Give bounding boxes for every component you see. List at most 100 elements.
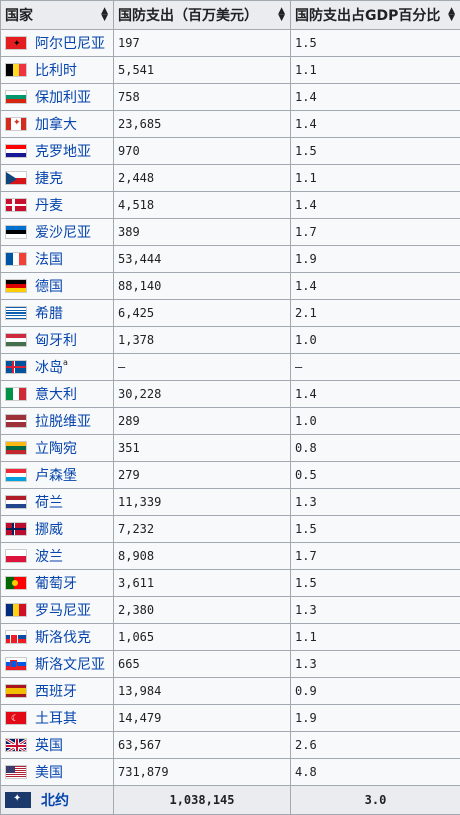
table-row: 拉脱维亚 289 1.0 [1, 408, 460, 435]
flag-romania-icon [5, 603, 27, 617]
gdp-percent: 1.1 [291, 165, 460, 192]
header-country-label: 国家 [5, 8, 33, 24]
gdp-percent: 1.4 [291, 381, 460, 408]
sort-icon[interactable]: ▲▼ [448, 8, 455, 22]
country-cell: 西班牙 [1, 678, 114, 705]
country-link[interactable]: 德国 [35, 279, 63, 295]
country-link[interactable]: 爱沙尼亚 [35, 225, 91, 241]
country-cell: ✦加拿大 [1, 111, 114, 138]
country-cell: 英国 [1, 732, 114, 759]
sort-icon[interactable]: ▲▼ [278, 8, 285, 22]
footnote-marker[interactable]: a [63, 358, 68, 367]
country-link[interactable]: 阿尔巴尼亚 [35, 36, 105, 52]
table-row: 美国 731,879 4.8 [1, 759, 460, 786]
defense-spending: 63,567 [114, 732, 291, 759]
flag-iceland-icon [5, 360, 27, 374]
total-spending: 1,038,145 [114, 786, 291, 815]
flag-latvia-icon [5, 414, 27, 428]
nato-flag-icon [5, 792, 31, 808]
country-link[interactable]: 法国 [35, 252, 63, 268]
flag-france-icon [5, 252, 27, 266]
country-cell: 意大利 [1, 381, 114, 408]
table-row: 丹麦 4,518 1.4 [1, 192, 460, 219]
country-cell: 法国 [1, 246, 114, 273]
defense-spending: 1,065 [114, 624, 291, 651]
header-spending[interactable]: 国防支出（百万美元）▲▼ [114, 1, 291, 30]
table-row: 冰岛a – – [1, 354, 460, 381]
country-cell: 捷克 [1, 165, 114, 192]
country-link[interactable]: 斯洛伐克 [35, 630, 91, 646]
gdp-percent: 0.9 [291, 678, 460, 705]
flag-spain-icon [5, 684, 27, 698]
country-link[interactable]: 葡萄牙 [35, 576, 77, 592]
country-cell: 立陶宛 [1, 435, 114, 462]
country-cell: 匈牙利 [1, 327, 114, 354]
country-link[interactable]: 比利时 [35, 63, 77, 79]
country-link[interactable]: 波兰 [35, 549, 63, 565]
gdp-percent: 1.4 [291, 111, 460, 138]
table-row: ☾土耳其 14,479 1.9 [1, 705, 460, 732]
flag-netherlands-icon [5, 495, 27, 509]
country-link[interactable]: 挪威 [35, 522, 63, 538]
gdp-percent: 1.3 [291, 651, 460, 678]
country-link[interactable]: 拉脱维亚 [35, 414, 91, 430]
table-row: 西班牙 13,984 0.9 [1, 678, 460, 705]
country-link[interactable]: 立陶宛 [35, 441, 77, 457]
table-row: 克罗地亚 970 1.5 [1, 138, 460, 165]
flag-usa-icon [5, 765, 27, 779]
country-cell: 卢森堡 [1, 462, 114, 489]
country-link[interactable]: 冰岛 [35, 360, 63, 376]
flag-albania-icon: ✦ [5, 36, 27, 50]
country-link[interactable]: 保加利亚 [35, 90, 91, 106]
defense-spending: 8,908 [114, 543, 291, 570]
country-link[interactable]: 美国 [35, 765, 63, 781]
country-link[interactable]: 加拿大 [35, 117, 77, 133]
country-link[interactable]: 意大利 [35, 387, 77, 403]
country-link[interactable]: 斯洛文尼亚 [35, 657, 105, 673]
sort-icon[interactable]: ▲▼ [101, 8, 108, 22]
flag-czech-icon [5, 171, 27, 185]
country-link[interactable]: 克罗地亚 [35, 144, 91, 160]
flag-hungary-icon [5, 333, 27, 347]
flag-poland-icon [5, 549, 27, 563]
gdp-percent: 1.9 [291, 246, 460, 273]
table-row: 罗马尼亚 2,380 1.3 [1, 597, 460, 624]
gdp-percent: 1.4 [291, 273, 460, 300]
country-link[interactable]: 捷克 [35, 171, 63, 187]
country-link[interactable]: 丹麦 [35, 198, 63, 214]
header-country[interactable]: 国家 ▲▼ [1, 1, 114, 30]
country-cell: 克罗地亚 [1, 138, 114, 165]
country-link[interactable]: 土耳其 [35, 711, 77, 727]
table-row: 希腊 6,425 2.1 [1, 300, 460, 327]
country-cell: ☾土耳其 [1, 705, 114, 732]
country-cell: 丹麦 [1, 192, 114, 219]
country-link[interactable]: 西班牙 [35, 684, 77, 700]
table-row: 法国 53,444 1.9 [1, 246, 460, 273]
table-row: ✦阿尔巴尼亚 197 1.5 [1, 30, 460, 57]
country-link[interactable]: 希腊 [35, 306, 63, 322]
country-cell: 斯洛伐克 [1, 624, 114, 651]
total-gdp-percent: 3.0 [291, 786, 460, 815]
table-row: 爱沙尼亚 389 1.7 [1, 219, 460, 246]
defense-spending: – [114, 354, 291, 381]
country-link[interactable]: 卢森堡 [35, 468, 77, 484]
flag-greece-icon [5, 306, 27, 320]
country-link[interactable]: 英国 [35, 738, 63, 754]
country-link[interactable]: 罗马尼亚 [35, 603, 91, 619]
defense-spending: 3,611 [114, 570, 291, 597]
total-country-link[interactable]: 北约 [41, 793, 69, 809]
gdp-percent: 0.8 [291, 435, 460, 462]
country-link[interactable]: 荷兰 [35, 495, 63, 511]
country-link[interactable]: 匈牙利 [35, 333, 77, 349]
country-cell: 德国 [1, 273, 114, 300]
country-cell: 冰岛a [1, 354, 114, 381]
flag-slovenia-icon [5, 657, 27, 671]
header-gdp-percent-label: 国防支出占GDP百分比 [295, 8, 440, 24]
gdp-percent: 1.0 [291, 327, 460, 354]
defense-spending: 970 [114, 138, 291, 165]
defense-spending: 351 [114, 435, 291, 462]
header-gdp-percent[interactable]: 国防支出占GDP百分比 ▲▼ [291, 1, 460, 30]
country-cell: 爱沙尼亚 [1, 219, 114, 246]
flag-belgium-icon [5, 63, 27, 77]
